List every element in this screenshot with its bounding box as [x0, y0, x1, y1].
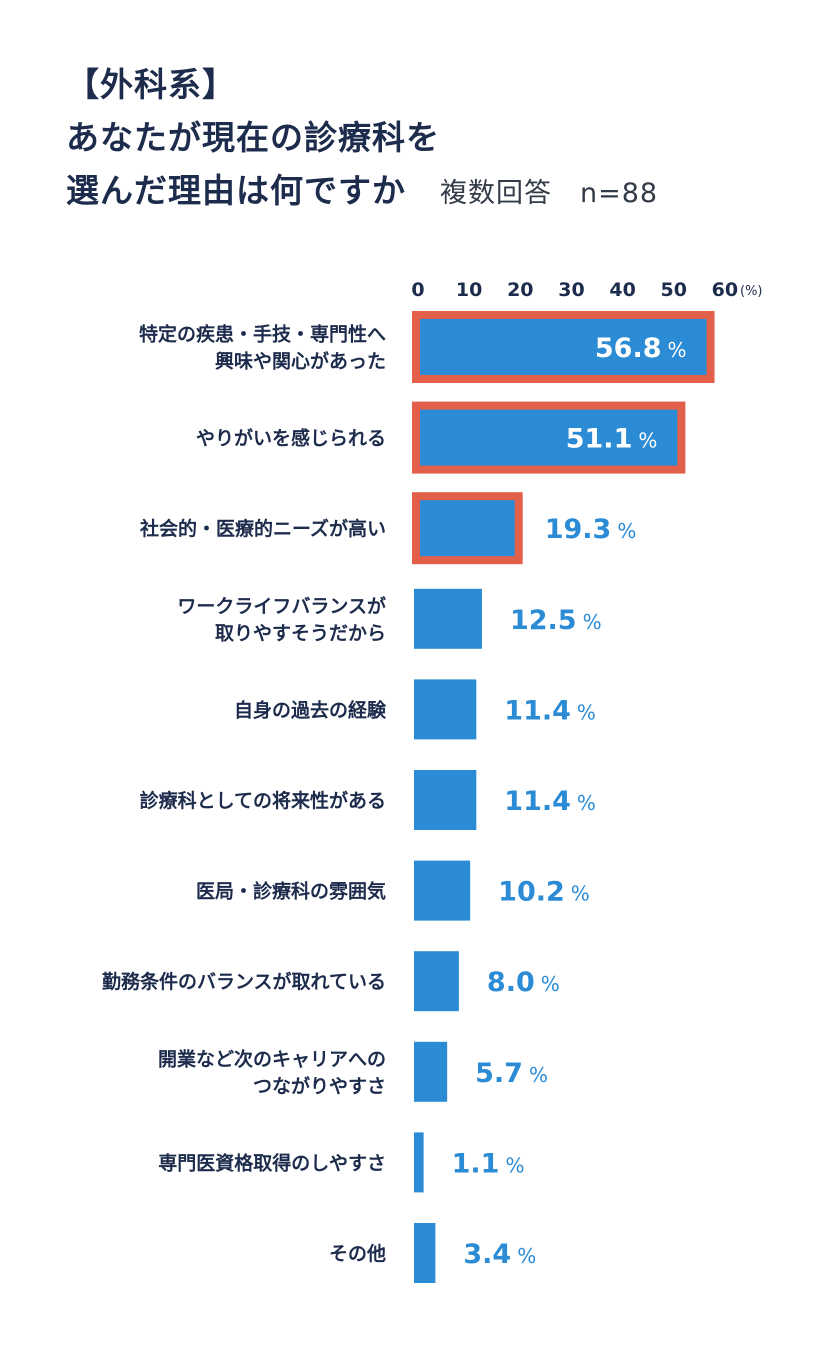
category-label: 取りやすそうだから — [215, 622, 386, 644]
category-label: 社会的・医療的ニーズが高い — [139, 517, 386, 540]
value-label: 1.1% — [452, 1148, 525, 1179]
value-label: 3.4% — [463, 1239, 536, 1270]
x-tick-label: 60 — [712, 279, 738, 301]
value-label: 51.1% — [566, 424, 658, 455]
sample-size: n=88 — [580, 178, 659, 209]
x-axis-unit: (%) — [740, 284, 763, 299]
category-label: つながりやすさ — [253, 1074, 386, 1097]
category-label: 開業など次のキャリアへの — [158, 1047, 386, 1070]
category-label: 特定の疾患・手技・専門性へ — [139, 323, 386, 346]
title-line-1: 【外科系】 — [66, 65, 236, 104]
bar-highlighted — [412, 492, 523, 565]
bar — [414, 679, 477, 740]
value-label: 10.2% — [498, 877, 590, 908]
bar — [414, 770, 477, 830]
value-label: 56.8% — [595, 333, 687, 364]
bar — [414, 1223, 436, 1283]
title-line-3-text: 選んだ理由は何ですか — [66, 171, 406, 210]
bar-highlighted — [412, 401, 686, 474]
value-label: 12.5% — [510, 605, 602, 636]
bar — [414, 951, 459, 1012]
title-line-3: 選んだ理由は何ですか 複数回答 n=88 — [66, 164, 658, 220]
category-label: 自身の過去の経験 — [234, 698, 387, 721]
x-tick-label: 20 — [507, 279, 533, 301]
category-label: 医局・診療科の雰囲気 — [196, 880, 386, 903]
category-label: その他 — [329, 1242, 386, 1265]
response-type: 複数回答 — [440, 178, 552, 209]
category-label: 診療科としての将来性がある — [140, 789, 386, 812]
x-tick-label: 10 — [456, 279, 482, 301]
value-label: 19.3% — [545, 514, 637, 545]
subtitle: 複数回答 n=88 — [440, 178, 658, 209]
category-label: 専門医資格取得のしやすさ — [158, 1151, 386, 1174]
value-label: 11.4% — [504, 786, 596, 817]
title-line-2: あなたが現在の診療科を — [66, 118, 440, 157]
value-label: 5.7% — [475, 1058, 548, 1089]
category-label: 勤務条件のバランスが取れている — [102, 970, 386, 993]
bar — [414, 1041, 448, 1102]
category-label: やりがいを感じられる — [196, 427, 386, 450]
x-tick-label: 50 — [661, 279, 687, 301]
category-label: ワークライフバランスが — [177, 594, 386, 617]
bar-highlighted — [412, 311, 715, 383]
bar — [414, 860, 471, 921]
chart-title: 【外科系】 あなたが現在の診療科を 選んだ理由は何ですか 複数回答 n=88 — [66, 58, 658, 220]
x-tick-label: 40 — [609, 279, 635, 301]
bar — [414, 588, 482, 649]
x-tick-label: 30 — [558, 279, 584, 301]
value-label: 8.0% — [487, 967, 560, 998]
bar — [414, 1132, 424, 1193]
x-tick-label: 0 — [411, 279, 424, 301]
category-label: 興味や関心があった — [215, 350, 386, 373]
value-label: 11.4% — [504, 695, 596, 726]
